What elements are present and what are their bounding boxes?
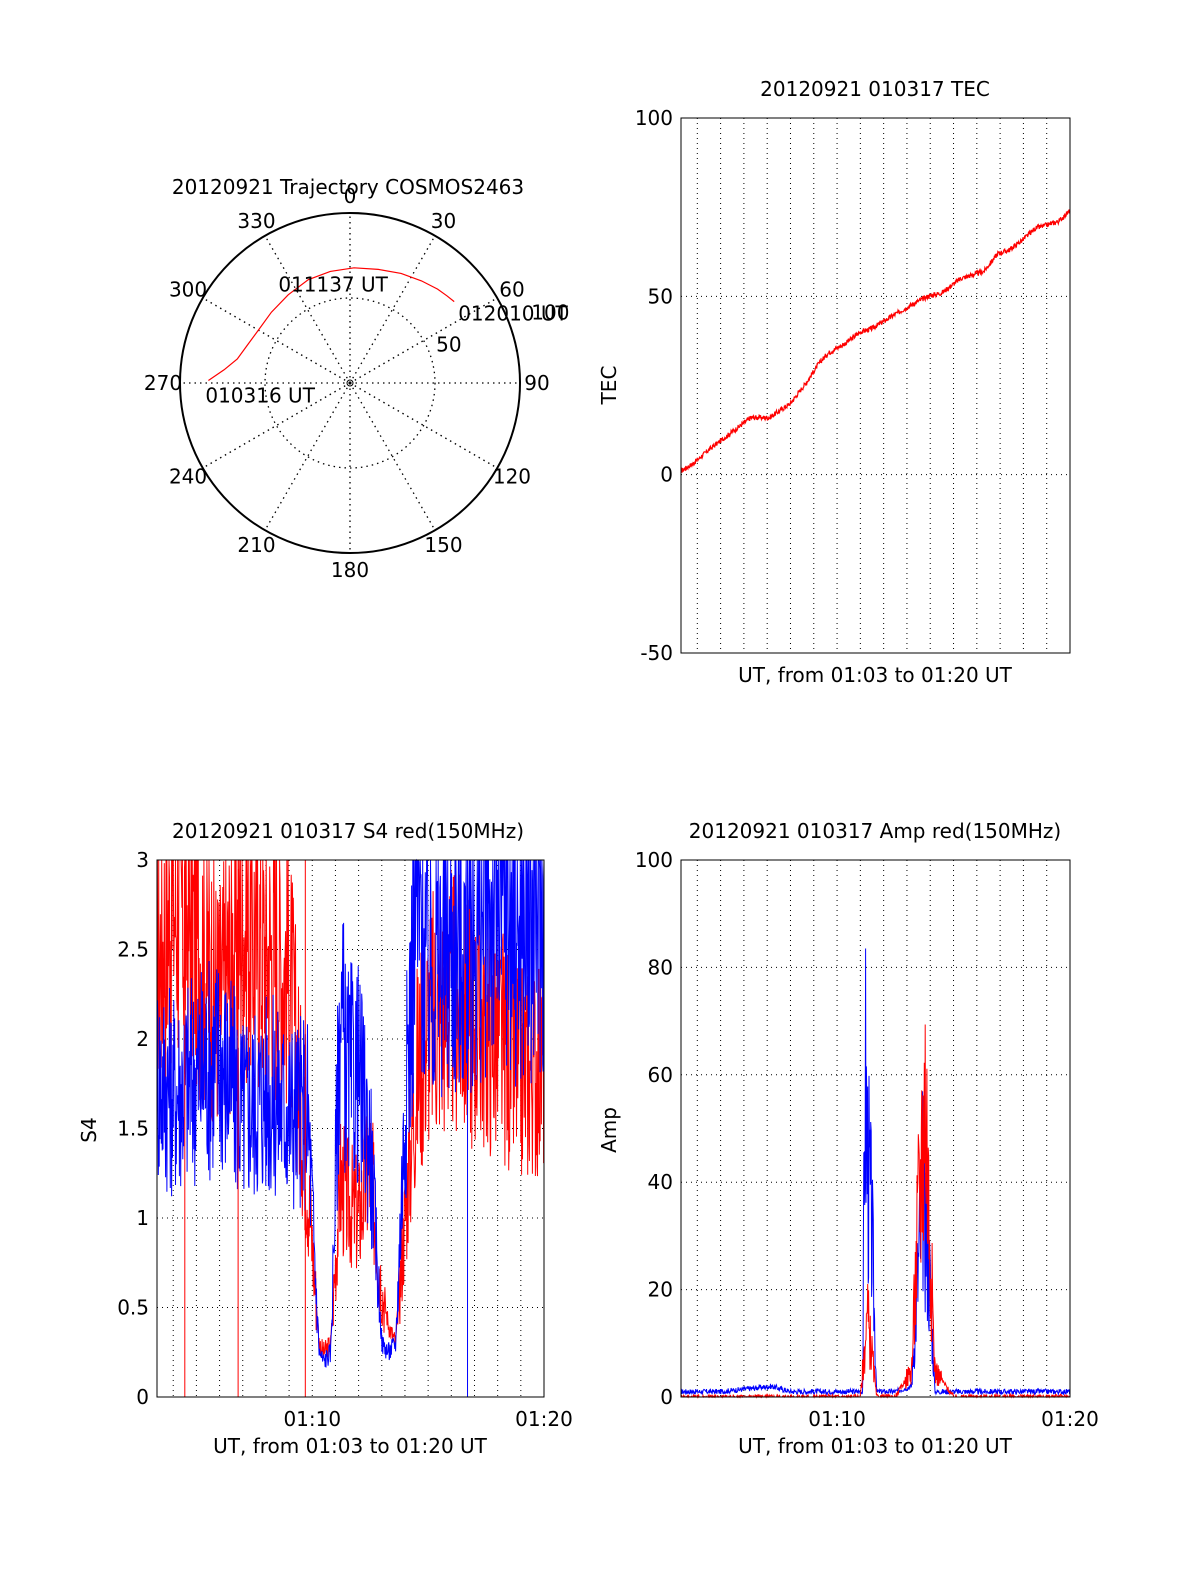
x-tick-label: 01:10 xyxy=(283,1407,341,1431)
x-tick-label: 01:10 xyxy=(808,1407,866,1431)
amp-x-ticks: 01:10 01:20 xyxy=(808,1407,1099,1431)
polar-zenith-ring xyxy=(264,297,436,469)
series-line xyxy=(680,948,1071,1397)
polar-trajectory-plot: 20120921 Trajectory COSMOS2463 0 30 60 90 12… xyxy=(144,175,570,582)
s4-ylabel: S4 xyxy=(77,1117,101,1142)
amp-ylabel: Amp xyxy=(597,1107,621,1153)
azimuth-tick-label: 210 xyxy=(237,533,275,557)
y-tick-label: 3 xyxy=(136,848,149,872)
y-tick-label: 80 xyxy=(648,955,673,979)
tec-title: 20120921 010317 TEC xyxy=(760,77,990,101)
s4-plot: 20120921 010317 S4 red(150MHz) 0 0.5 1 1.5 2… xyxy=(77,819,573,1458)
amp-y-ticks: 0 20 40 60 80 100 xyxy=(635,848,673,1409)
tec-frame xyxy=(680,117,1071,654)
polar-outer-circle xyxy=(179,212,521,554)
track-annotation-end: 012010 UT xyxy=(458,302,568,326)
polar-spoke xyxy=(202,382,351,469)
polar-grid xyxy=(180,213,520,553)
amp-xlabel: UT, from 01:03 to 01:20 UT xyxy=(738,1434,1013,1458)
polar-spoke xyxy=(202,297,351,384)
series-line xyxy=(156,859,545,1358)
polar-spoke xyxy=(264,382,351,531)
y-tick-label: 20 xyxy=(648,1278,673,1302)
s4-x-ticks: 01:10 01:20 xyxy=(283,1407,572,1431)
polar-spoke xyxy=(349,297,498,384)
y-tick-label: 1 xyxy=(136,1206,149,1230)
y-tick-label: 0.5 xyxy=(117,1296,149,1320)
tec-series xyxy=(680,209,1071,473)
tec-ylabel: TEC xyxy=(597,366,621,406)
polar-spoke xyxy=(349,382,498,469)
y-tick-label: 2.5 xyxy=(117,938,149,962)
azimuth-tick-label: 90 xyxy=(524,371,549,395)
s4-series xyxy=(156,858,545,1397)
y-tick-label: 100 xyxy=(635,848,673,872)
series-line xyxy=(680,209,1071,473)
azimuth-tick-label: 120 xyxy=(493,465,531,489)
y-tick-label: 60 xyxy=(648,1063,673,1087)
s4-title: 20120921 010317 S4 red(150MHz) xyxy=(172,819,524,843)
azimuth-tick-label: 270 xyxy=(144,371,182,395)
x-tick-label: 01:20 xyxy=(1041,1407,1099,1431)
y-tick-label: 1.5 xyxy=(117,1117,149,1141)
series-line xyxy=(156,858,545,1368)
polar-spoke xyxy=(349,235,436,384)
azimuth-tick-label: 0 xyxy=(344,184,357,208)
s4-xlabel: UT, from 01:03 to 01:20 UT xyxy=(213,1434,488,1458)
tec-y-ticks: -50 0 50 100 xyxy=(635,106,673,665)
polar-center xyxy=(346,379,354,387)
s4-y-ticks: 0 0.5 1 1.5 2 2.5 3 xyxy=(117,848,149,1409)
polar-title: 20120921 Trajectory COSMOS2463 xyxy=(172,175,524,199)
track-annotation-start: 010316 UT xyxy=(205,384,315,408)
y-tick-label: 50 xyxy=(648,284,673,308)
amp-title: 20120921 010317 Amp red(150MHz) xyxy=(689,819,1061,843)
azimuth-tick-label: 180 xyxy=(331,558,369,582)
azimuth-tick-label: 150 xyxy=(424,533,462,557)
y-tick-label: 0 xyxy=(660,1385,673,1409)
y-tick-label: 40 xyxy=(648,1170,673,1194)
track-annotation-mid: 011137 UT xyxy=(278,272,388,296)
radial-tick-label: 50 xyxy=(436,332,461,356)
amp-frame xyxy=(680,859,1071,1398)
y-tick-label: 0 xyxy=(660,463,673,487)
satellite-track xyxy=(208,267,455,381)
x-tick-label: 01:20 xyxy=(515,1407,573,1431)
azimuth-tick-label: 300 xyxy=(169,278,207,302)
azimuth-tick-label: 330 xyxy=(237,209,275,233)
y-tick-label: 100 xyxy=(635,106,673,130)
tec-xlabel: UT, from 01:03 to 01:20 UT xyxy=(738,663,1013,687)
radial-tick-label: 100 xyxy=(531,301,569,325)
polar-spoke xyxy=(349,382,436,531)
azimuth-labels: 0 30 60 90 120 150 180 210 240 270 300 330 xyxy=(144,184,550,582)
azimuth-tick-label: 60 xyxy=(499,278,524,302)
polar-spoke xyxy=(264,235,351,384)
tec-plot: 20120921 010317 TEC -50 0 50 100 UT, from 0… xyxy=(597,77,1071,687)
s4-frame xyxy=(156,859,545,1398)
azimuth-tick-label: 30 xyxy=(431,209,456,233)
tec-grid xyxy=(681,118,1070,653)
y-tick-label: 2 xyxy=(136,1027,149,1051)
azimuth-tick-label: 240 xyxy=(169,465,207,489)
amp-plot: 20120921 010317 Amp red(150MHz) 0 20 40 60 8… xyxy=(597,819,1099,1458)
y-tick-label: 0 xyxy=(136,1385,149,1409)
y-tick-label: -50 xyxy=(640,641,673,665)
